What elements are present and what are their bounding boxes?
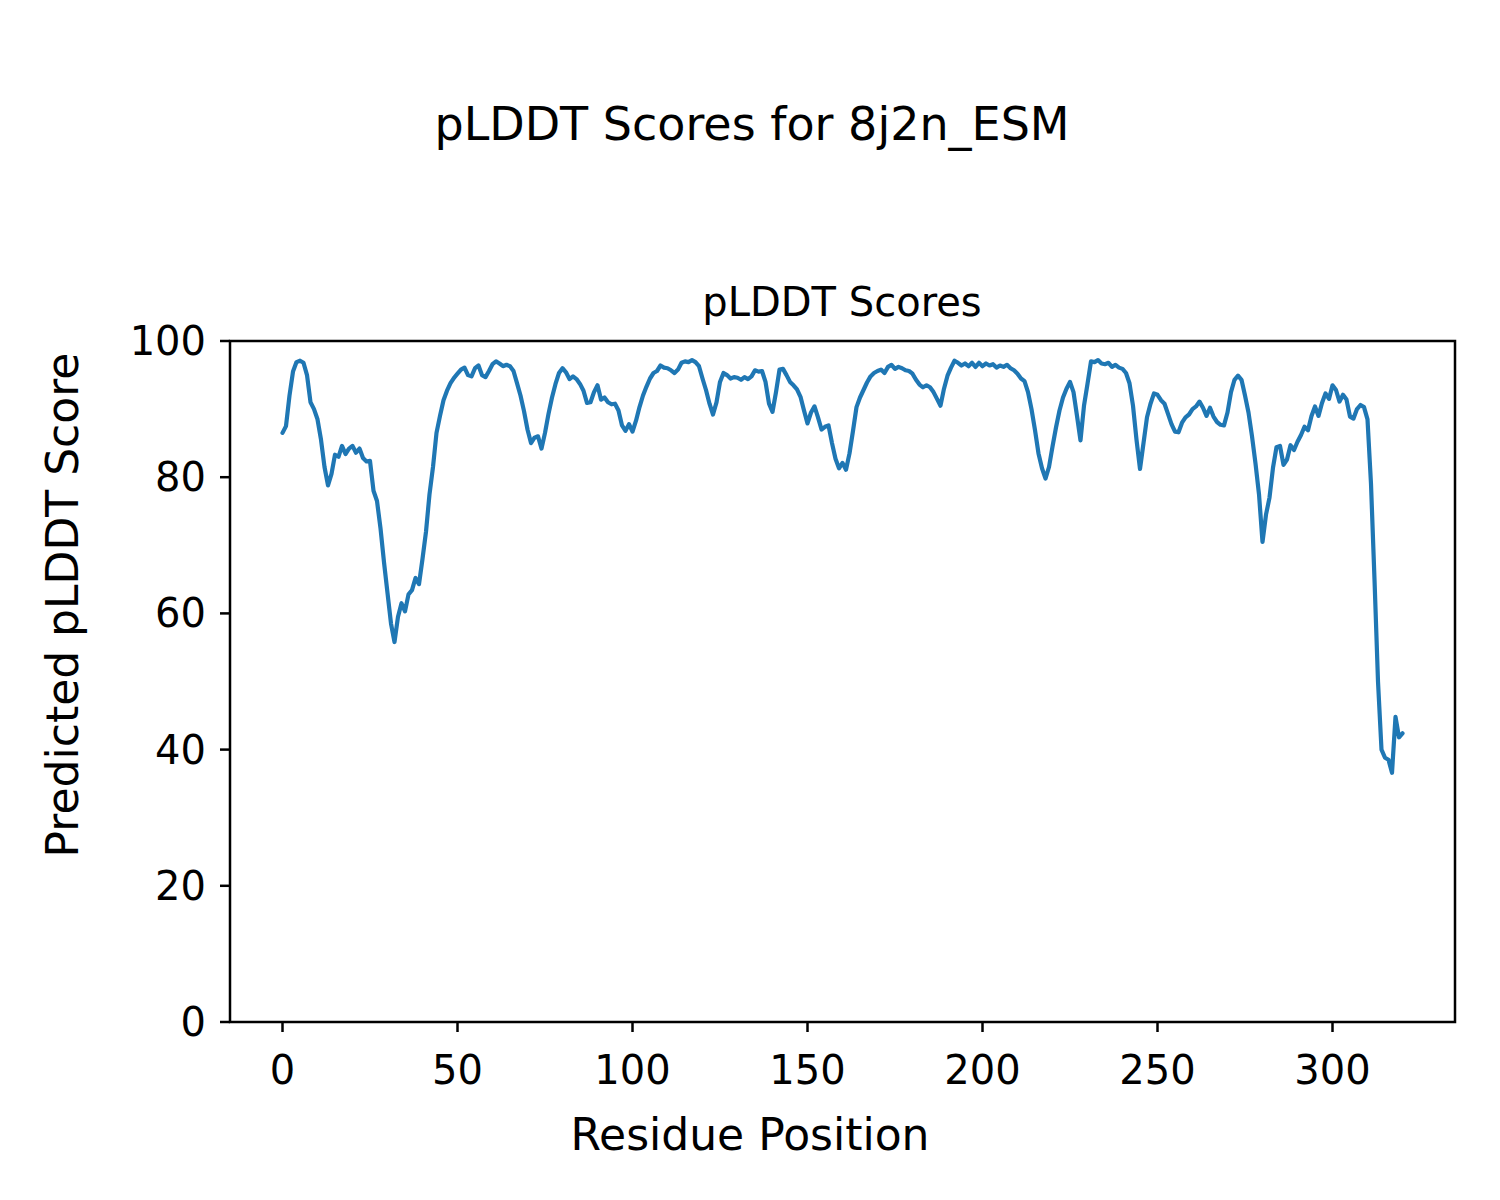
y-ticks-group: 0 20 40 60 80 100 xyxy=(130,318,230,1045)
axes-title: pLDDT Scores xyxy=(702,279,981,325)
x-tick-label-250: 250 xyxy=(1119,1047,1195,1093)
x-tick-label-100: 100 xyxy=(594,1047,670,1093)
plot-spines xyxy=(230,341,1455,1022)
x-tick-label-150: 150 xyxy=(769,1047,845,1093)
y-axis-label: Predicted pLDDT Score xyxy=(37,353,88,858)
figure: pLDDT Scores for 8j2n_ESM pLDDT Scores R… xyxy=(0,0,1500,1200)
y-tick-label-80: 80 xyxy=(155,454,206,500)
figure-suptitle: pLDDT Scores for 8j2n_ESM xyxy=(434,97,1069,151)
x-tick-label-200: 200 xyxy=(944,1047,1020,1093)
y-tick-label-20: 20 xyxy=(155,863,206,909)
plddt-line-series xyxy=(283,360,1403,773)
x-axis-label: Residue Position xyxy=(570,1109,929,1160)
y-tick-label-60: 60 xyxy=(155,590,206,636)
plddt-chart: pLDDT Scores for 8j2n_ESM pLDDT Scores R… xyxy=(0,0,1500,1200)
y-tick-label-100: 100 xyxy=(130,318,206,364)
x-tick-label-0: 0 xyxy=(270,1047,295,1093)
y-tick-label-40: 40 xyxy=(155,727,206,773)
x-tick-label-300: 300 xyxy=(1294,1047,1370,1093)
x-tick-label-50: 50 xyxy=(432,1047,483,1093)
x-ticks-group: 0 50 100 150 200 250 300 xyxy=(270,1022,1371,1093)
y-tick-label-0: 0 xyxy=(181,999,206,1045)
